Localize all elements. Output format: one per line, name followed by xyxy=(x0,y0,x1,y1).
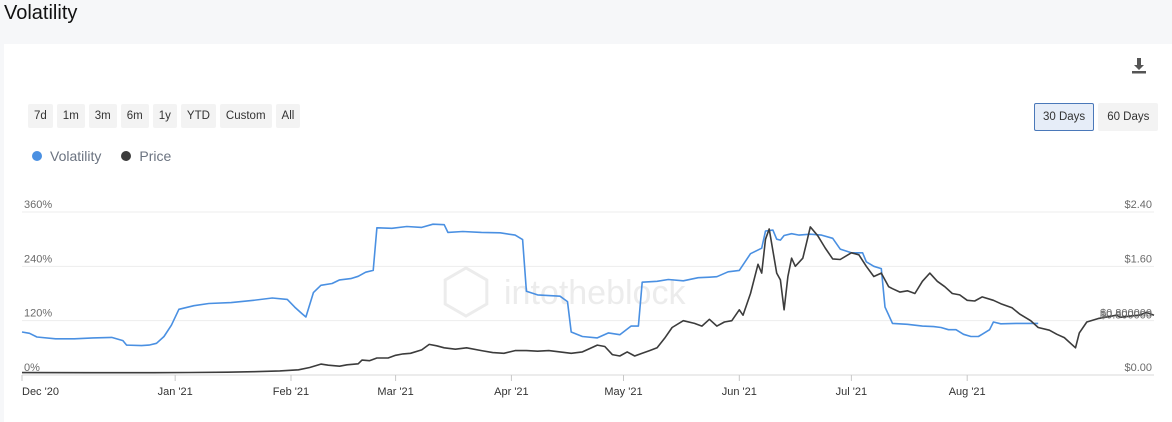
legend-label: Volatility xyxy=(50,148,102,164)
window-button-30-days[interactable]: 30 Days xyxy=(1034,103,1095,131)
chart-legend: Volatility Price xyxy=(32,148,171,164)
x-tick-label: Dec '20 xyxy=(22,386,59,398)
y-left-tick-label: 360% xyxy=(24,199,52,211)
legend-marker-volatility xyxy=(32,151,42,161)
y-right-tick-label: $1.60 xyxy=(1124,253,1152,265)
range-button-1m[interactable]: 1m xyxy=(56,104,85,128)
download-icon[interactable] xyxy=(1129,56,1149,76)
series-line-price xyxy=(21,226,1155,374)
x-tick-label: Aug '21 xyxy=(949,386,986,398)
x-tick-label: Jun '21 xyxy=(722,386,757,398)
legend-label: Price xyxy=(139,148,172,164)
range-button-7d[interactable]: 7d xyxy=(28,104,53,128)
x-tick-label: Apr '21 xyxy=(494,386,529,398)
crosshair-price-label: $0.800000 xyxy=(1100,310,1152,322)
range-selector: 7d 1m 3m 6m 1y YTD Custom All xyxy=(28,104,301,128)
watermark-text: intotheblock xyxy=(504,274,686,312)
x-tick-label: Feb '21 xyxy=(273,386,309,398)
y-left-tick-label: 240% xyxy=(24,253,52,265)
y-right-tick-label: $0.00 xyxy=(1124,362,1152,374)
y-left-tick-label: 120% xyxy=(24,308,52,320)
y-left-tick-label: 0% xyxy=(24,362,40,374)
series-line-volatility xyxy=(21,223,1039,347)
chart-card: 7d 1m 3m 6m 1y YTD Custom All 30 Days 60 Days Vo… xyxy=(4,44,1172,422)
x-tick-label: Jan '21 xyxy=(158,386,193,398)
legend-marker-price xyxy=(121,151,132,161)
range-button-6m[interactable]: 6m xyxy=(120,104,149,128)
range-button-all[interactable]: All xyxy=(275,104,301,128)
x-tick-label: May '21 xyxy=(604,386,642,398)
watermark-logo-icon xyxy=(443,266,489,318)
range-button-1y[interactable]: 1y xyxy=(152,104,177,128)
legend-item-price[interactable]: Price xyxy=(121,148,171,164)
x-tick-label: Mar '21 xyxy=(377,386,413,398)
watermark: intotheblock xyxy=(443,266,686,318)
volatility-price-chart: intotheblock 0% 120% 240% 360% $0.00 $0.800000… xyxy=(21,199,1155,398)
page-title: Volatility xyxy=(4,2,78,24)
y-right-tick-label: $2.40 xyxy=(1124,199,1152,211)
x-tick-label: Jul '21 xyxy=(836,386,867,398)
range-button-custom[interactable]: Custom xyxy=(219,104,272,128)
range-button-3m[interactable]: 3m xyxy=(88,104,117,128)
window-selector: 30 Days 60 Days xyxy=(1034,103,1159,131)
legend-item-volatility[interactable]: Volatility xyxy=(32,148,101,164)
window-button-60-days[interactable]: 60 Days xyxy=(1098,103,1159,131)
range-button-ytd[interactable]: YTD xyxy=(180,104,216,128)
